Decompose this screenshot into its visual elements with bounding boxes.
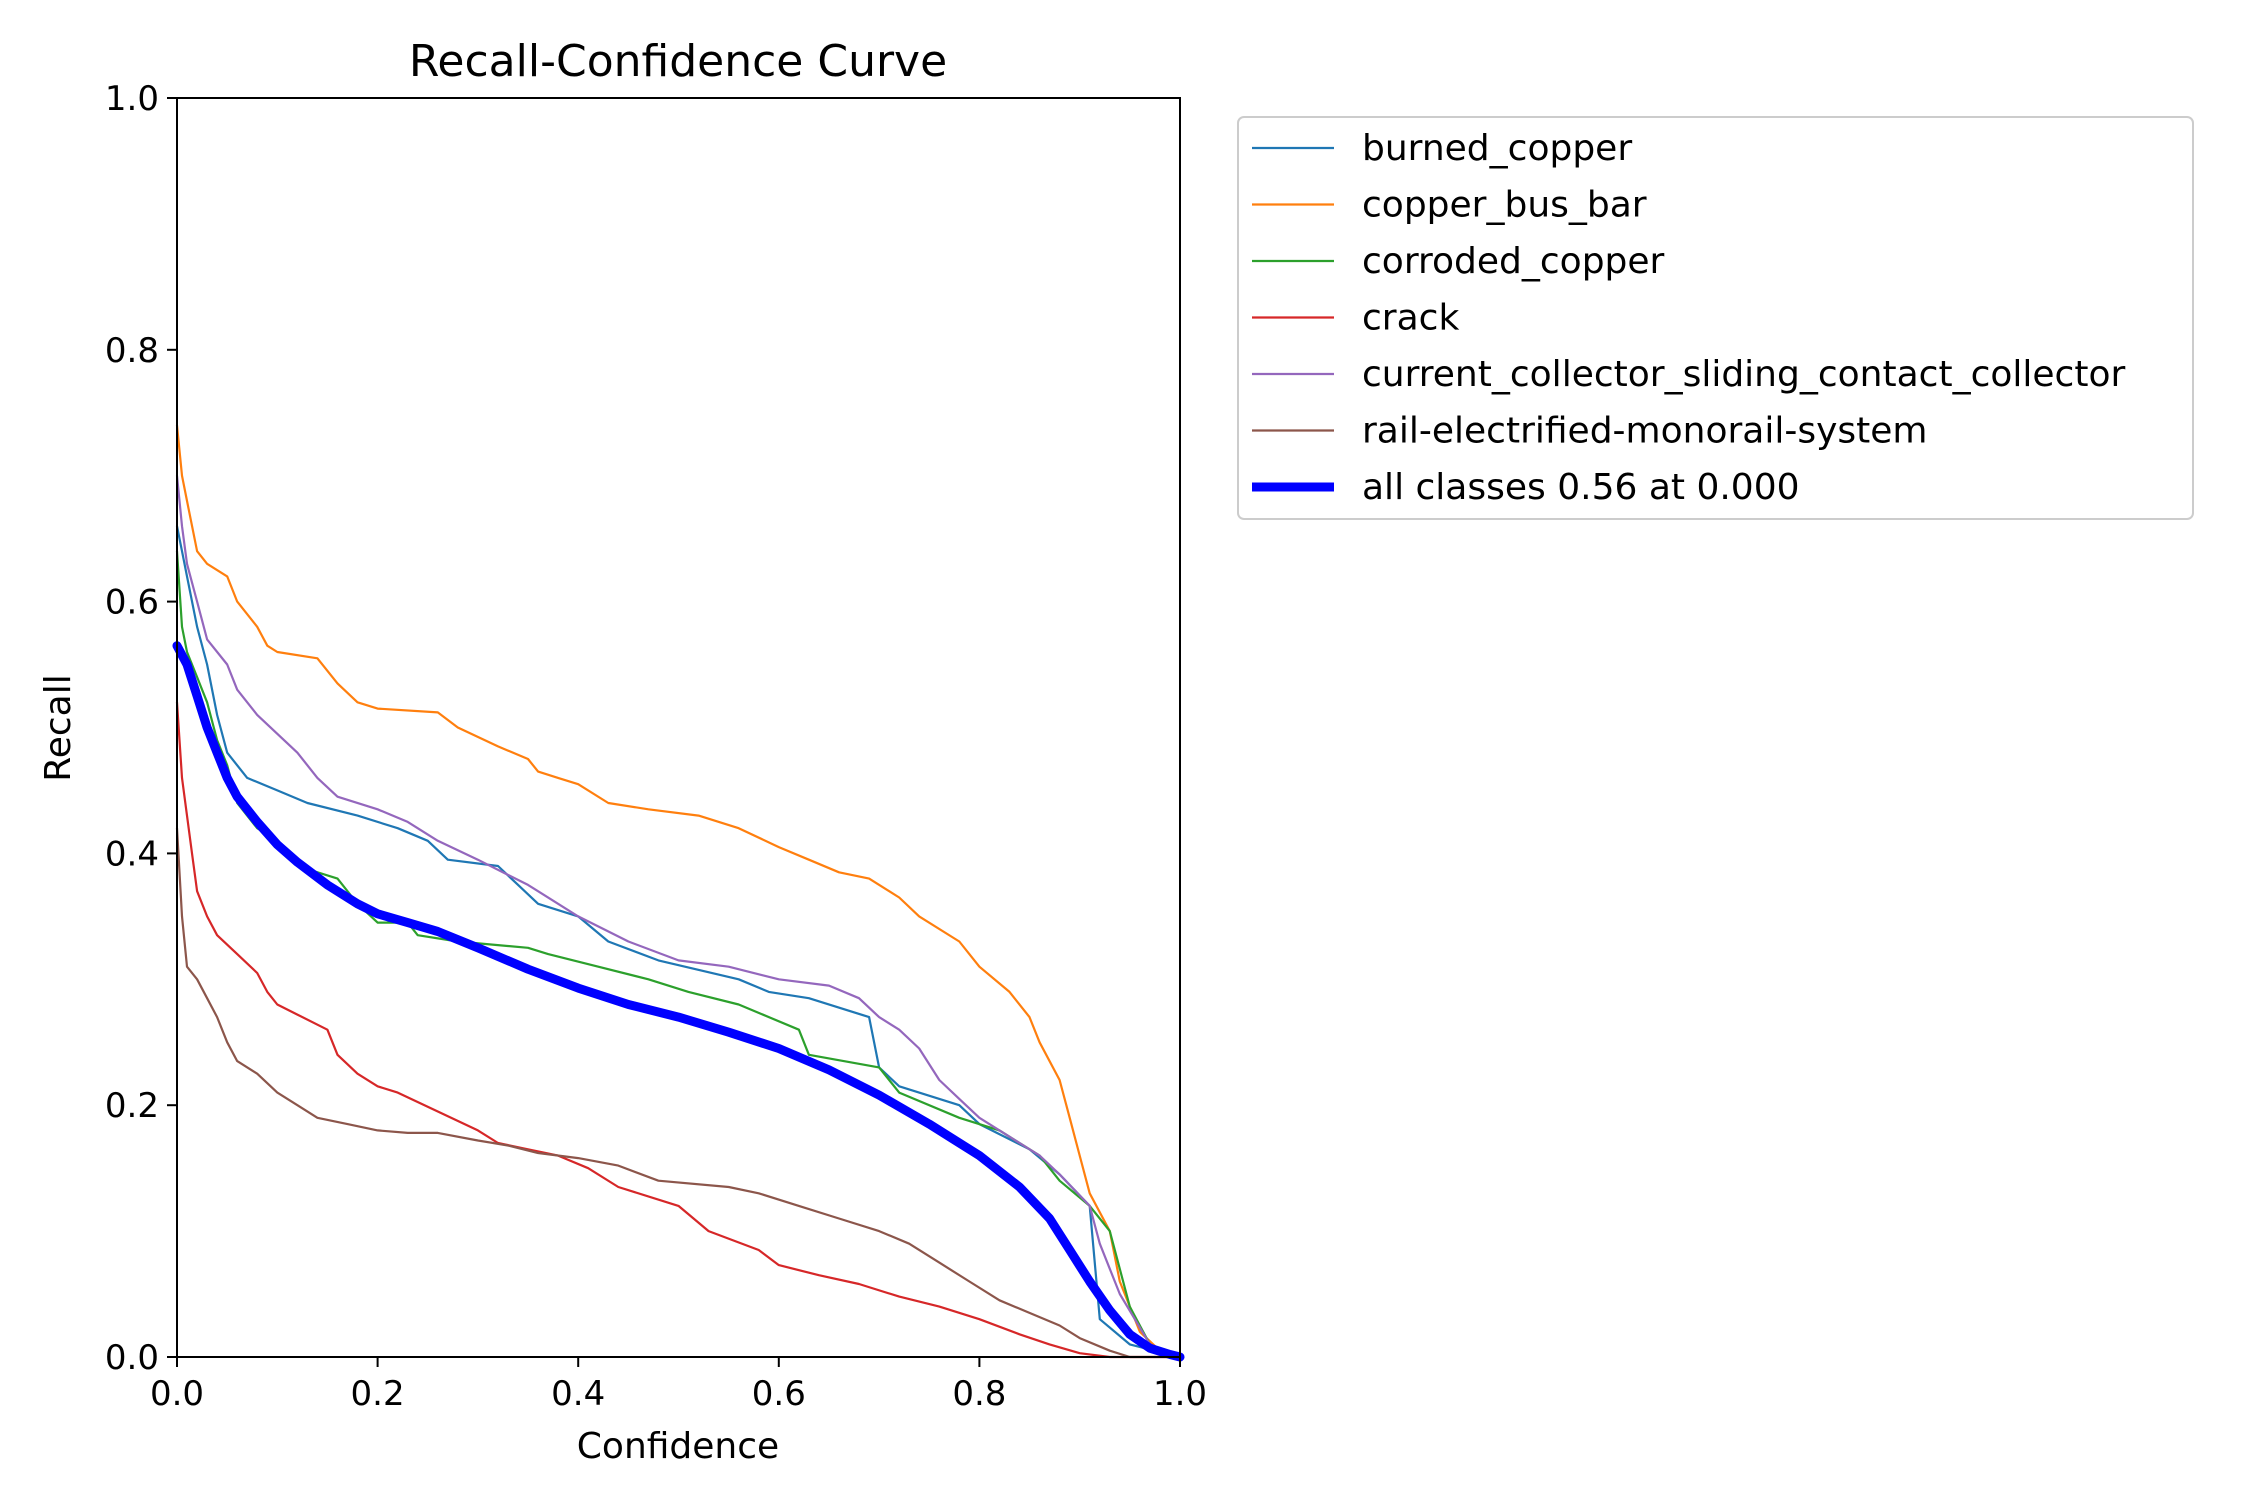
x-axis-label: Confidence bbox=[577, 1426, 779, 1467]
legend-entries: burned_copper copper_bus_bar corroded_copp… bbox=[1252, 128, 2125, 508]
y-axis-label: Recall bbox=[38, 674, 79, 781]
legend-label-0: burned_copper bbox=[1362, 128, 1632, 169]
series-line-4 bbox=[175, 474, 1182, 1359]
chart-title: Recall-Confidence Curve bbox=[409, 36, 947, 87]
y-tick-label: 0.0 bbox=[105, 1338, 159, 1378]
y-tick-label: 0.6 bbox=[105, 583, 159, 623]
y-tick-label: 1.0 bbox=[105, 79, 159, 119]
legend-label-6: all classes 0.56 at 0.000 bbox=[1362, 467, 1800, 508]
y-tick-label: 0.4 bbox=[105, 834, 159, 874]
series-line-5 bbox=[175, 827, 1182, 1359]
x-tick-label: 0.4 bbox=[551, 1374, 605, 1414]
x-tick-label: 0.2 bbox=[351, 1374, 405, 1414]
series-line-6 bbox=[172, 641, 1185, 1362]
x-tick-label: 0.6 bbox=[752, 1374, 806, 1414]
legend-label-4: current_collector_sliding_contact_collec… bbox=[1362, 354, 2125, 395]
legend-label-5: rail-electrified-monorail-system bbox=[1362, 411, 1927, 452]
series-line-2 bbox=[175, 550, 1182, 1359]
legend: burned_copper copper_bus_bar corroded_copp… bbox=[1237, 116, 2194, 520]
y-tick-label: 0.2 bbox=[105, 1086, 159, 1126]
series-line-0 bbox=[175, 525, 1182, 1359]
x-tick-label: 0.0 bbox=[150, 1374, 204, 1414]
legend-label-3: crack bbox=[1362, 298, 1459, 339]
legend-frame bbox=[1237, 116, 2194, 520]
legend-label-2: corroded_copper bbox=[1362, 241, 1665, 282]
series-layer bbox=[172, 424, 1185, 1362]
series-line-3 bbox=[175, 701, 1182, 1359]
x-tick-label: 1.0 bbox=[1153, 1374, 1207, 1414]
legend-label-1: copper_bus_bar bbox=[1362, 185, 1647, 226]
x-tick-label: 0.8 bbox=[952, 1374, 1006, 1414]
plot-frame bbox=[176, 97, 1181, 1358]
series-line-1 bbox=[175, 424, 1182, 1359]
x-axis-ticks: 0.0 0.2 0.4 0.6 0.8 1.0 bbox=[150, 1357, 1207, 1414]
y-axis-ticks: 0.0 0.2 0.4 0.6 0.8 1.0 bbox=[105, 79, 177, 1378]
y-tick-label: 0.8 bbox=[105, 331, 159, 371]
